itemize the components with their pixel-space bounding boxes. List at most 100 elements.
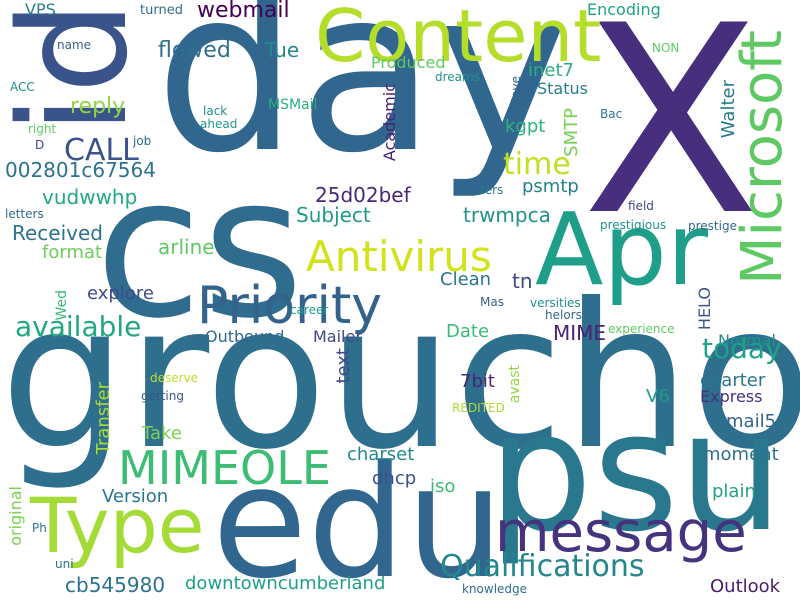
word-original: original (6, 486, 25, 546)
word-edu: edu (212, 432, 504, 600)
word-take: Take (142, 423, 182, 444)
word-express: Express (700, 387, 763, 406)
word-clean: Clean (440, 269, 492, 290)
word-mime: MIME (553, 321, 607, 345)
word-subject: Subject (296, 203, 371, 227)
word-reply: reply (70, 94, 126, 119)
word-format: format (42, 242, 103, 263)
word-iso: iso (430, 476, 456, 497)
word-prestige: prestige (688, 219, 737, 233)
word-versities: versities (530, 296, 581, 310)
word-mailer: Mailer (313, 327, 362, 346)
word-bac: Bac (600, 107, 623, 121)
word-outbound: Outbound (205, 327, 285, 346)
word-academic: Academic (380, 83, 399, 162)
word-knowledge: knowledge (462, 582, 528, 596)
word-microsoft: Microsoft (730, 30, 795, 285)
word-message: message (495, 500, 747, 565)
word-status: Status (537, 79, 588, 98)
word-normal: Normal (718, 331, 776, 350)
word-plain: plain (712, 481, 756, 502)
word-transfer: Transfer (93, 382, 114, 455)
word-7bit: 7bit (460, 371, 495, 392)
word-today: today (702, 332, 782, 365)
word-cs: cs (95, 134, 304, 361)
word-acc: ACC (10, 80, 35, 94)
word-outlook: Outlook (710, 576, 781, 597)
word-content: Content (315, 0, 602, 78)
word-flowed: flowed (158, 38, 231, 63)
word-charset: charset (347, 444, 415, 465)
word-ahead: ahead (200, 117, 238, 131)
word-arline: arline (158, 235, 215, 259)
word-date: Date (446, 321, 490, 342)
word-explore: explore (87, 283, 154, 304)
word-experience: experience (608, 322, 675, 336)
word-call: CALL (64, 133, 139, 168)
word-downtowncumberland: downtowncumberland (185, 573, 386, 594)
word-redited: REDITED (452, 401, 505, 415)
word-encoding: Encoding (587, 0, 661, 19)
word-priority: Priority (197, 276, 383, 336)
word-antivirus: Antivirus (306, 232, 492, 281)
word-msmail: MSMail (268, 97, 318, 113)
word-002801c67564: 002801c67564 (5, 158, 156, 182)
word-ph: Ph (32, 521, 47, 535)
word-ters: ters (480, 183, 504, 197)
word-inet7: inet7 (528, 60, 574, 81)
word-dhcp: dhcp (372, 468, 417, 489)
word-cb545980: cb545980 (65, 573, 166, 597)
word-right: right (28, 122, 57, 136)
word-mas: Mas (480, 295, 504, 309)
word-helors: helors (545, 308, 582, 322)
word-webmail: webmail (197, 0, 290, 23)
word-trwmpca: trwmpca (463, 203, 551, 227)
word-helo: HELO (695, 287, 714, 331)
word-name: name (57, 38, 92, 52)
word-tue: Tue (265, 38, 300, 62)
word-produced: Produced (371, 53, 446, 72)
word-x: X (582, 0, 761, 273)
word-deserve: deserve (150, 371, 199, 385)
word-field: field (628, 199, 654, 213)
word-qualifications: Qualifications (440, 549, 645, 584)
word-mail5: mail5 (726, 411, 777, 432)
word-time: time (503, 147, 571, 182)
word-walter: Walter (718, 80, 739, 139)
word-psmtp: psmtp (522, 176, 579, 197)
word-groucho: groucho (0, 261, 800, 494)
word-text: text (333, 348, 354, 384)
word-wed: Wed (54, 290, 70, 321)
word-avast: avast (507, 365, 523, 404)
word-prestigious: prestigious (600, 218, 667, 232)
word-dreams: dreams (435, 70, 480, 84)
word-mimeole: MIMEOLE (118, 441, 331, 495)
word-vps: VPS (25, 0, 56, 19)
word-smtp: SMTP (561, 108, 582, 157)
word-uni: uni (55, 557, 74, 571)
word-received: Received (12, 221, 103, 245)
word-moment: moment (703, 444, 779, 465)
word-psu: psu (488, 376, 784, 568)
word-apr: Apr (535, 191, 708, 308)
word-available: available (15, 310, 142, 343)
word-25d02bef: 25d02bef (315, 183, 411, 207)
word-career: career (290, 303, 329, 317)
word-vudwwhp: vudwwhp (42, 185, 138, 209)
word-type: Type (30, 481, 205, 570)
word-turned: turned (140, 3, 183, 18)
word-tn: tn (512, 269, 533, 293)
word-job: job (133, 134, 152, 148)
word-non: NON (652, 41, 680, 55)
word-version: Version (102, 486, 169, 507)
word-getting: getting (141, 389, 184, 403)
word-d: D (35, 138, 45, 152)
word-charter: charter (700, 370, 766, 391)
word-kgpt: kgpt (505, 116, 546, 137)
word-letters: letters (5, 207, 44, 221)
word-day: day (155, 0, 569, 203)
word-move: Move (509, 76, 523, 109)
word-lack: lack (203, 104, 228, 118)
word-v6: V6 (646, 386, 670, 407)
